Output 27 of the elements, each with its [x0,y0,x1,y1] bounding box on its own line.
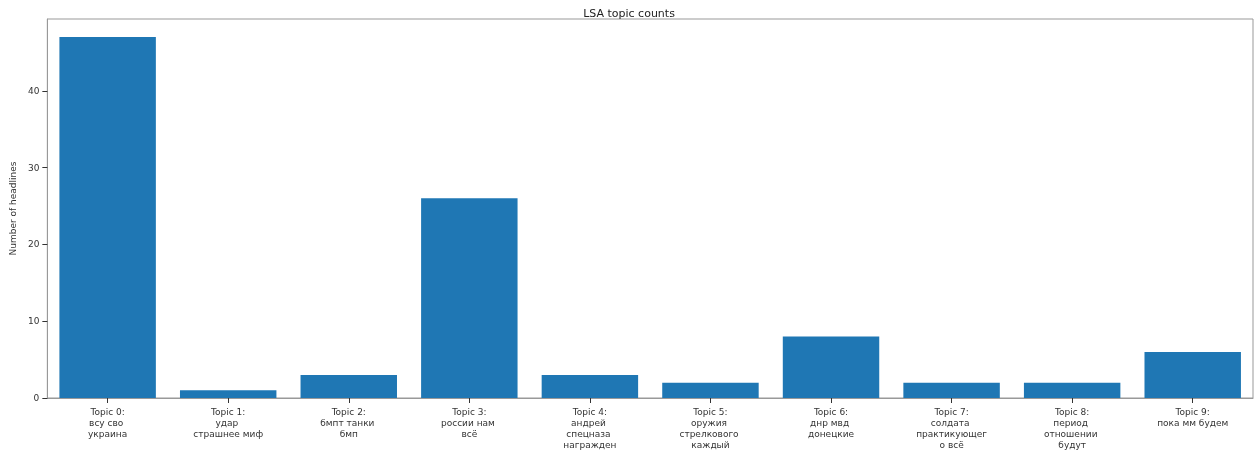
bar [179,390,277,398]
y-tick-label: 20 [27,239,40,250]
bar [421,198,518,398]
bar [1023,382,1121,398]
x-tick-label: Topic 5: оружия стрелкового каждый [679,406,742,450]
bar [541,374,639,398]
y-tick-label: 40 [27,85,40,96]
x-tick-label: Topic 4: андрей спецназа награжден [563,406,617,450]
bar [300,374,397,398]
y-axis-title: Number of headlines [7,161,18,256]
chart-title: LSA topic counts [583,7,676,20]
x-tick-label: Topic 3: россии нам всё [440,406,498,439]
x-tick-label: Topic 7: солдата практикующего всё [916,406,988,450]
y-tick-label: 30 [27,162,40,173]
x-tick-label: Topic 0: всу сво украина [88,406,128,439]
x-tick-label: Topic 6: днр мвд донецкие [807,406,855,439]
bar [1144,351,1241,398]
y-tick-label: 10 [27,316,40,327]
x-tick-label: Topic 8: период отношении будут [1043,406,1101,450]
bar [903,382,1000,398]
bar [662,382,759,398]
bar [782,336,880,398]
x-tick-label: Topic 1: удар страшнее миф [193,406,264,439]
x-tick-label: Topic 9: пока мм будем [1157,406,1229,428]
bar [59,37,156,398]
x-tick-label: Topic 2: бмпт танки бмп [320,406,378,439]
y-tick-label: 0 [33,393,40,403]
